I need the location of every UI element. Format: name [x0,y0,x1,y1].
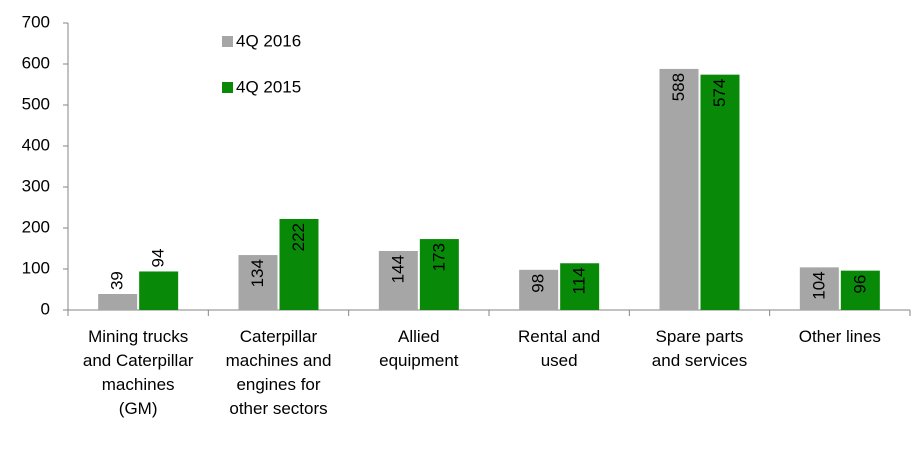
legend-swatch [222,82,233,93]
data-label: 222 [289,223,308,251]
bar [700,74,740,310]
bar [98,294,138,310]
legend-label: 4Q 2015 [236,77,301,96]
data-label: 39 [108,271,127,290]
bar [238,255,278,310]
y-tick-label: 400 [22,135,50,154]
bar [419,239,459,310]
y-tick-label: 700 [22,12,50,31]
data-label: 94 [149,249,168,268]
legend-swatch [222,36,233,47]
x-tick-label: Caterpillar machines and engines for oth… [225,327,332,418]
x-tick-label: Mining trucks and Caterpillar machines (… [82,327,194,418]
data-label: 114 [570,267,589,294]
x-tick-label: Rental and used [518,327,601,370]
bar [799,267,839,310]
x-tick-label: Spare parts and services [651,327,748,370]
data-label: 173 [429,243,448,271]
y-tick-label: 100 [22,258,50,277]
data-label: 98 [529,274,548,293]
y-tick-label: 500 [22,94,50,113]
y-tick-label: 300 [22,176,50,195]
data-label: 574 [710,79,729,107]
bar [378,250,418,310]
data-label: 588 [669,73,688,101]
x-tick-label: Allied equipment [379,327,459,370]
data-label: 96 [850,275,869,294]
y-tick-label: 200 [22,217,50,236]
bar [279,218,319,310]
y-tick-label: 600 [22,53,50,72]
y-tick-label: 0 [41,299,50,318]
legend-label: 4Q 2016 [236,31,301,50]
data-label: 134 [248,259,267,287]
data-label: 144 [388,255,407,283]
data-label: 104 [809,271,828,299]
bar [519,269,559,310]
bar [560,263,600,310]
x-tick-label: Other lines [798,327,881,346]
bar [659,68,699,310]
bar [840,270,880,310]
bar [139,271,179,310]
